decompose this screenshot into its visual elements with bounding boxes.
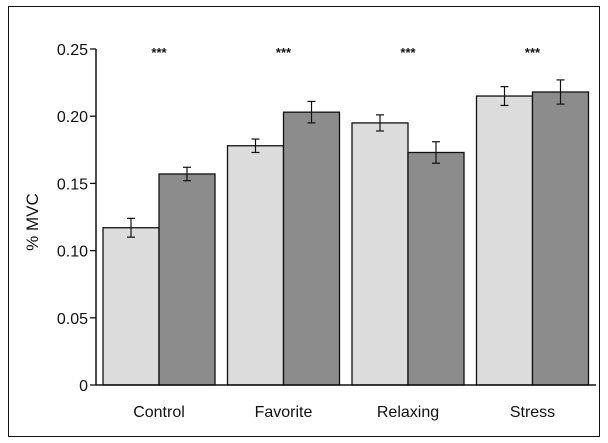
y-axis: 0 0.05 0.10 0.15 0.20 0.25 bbox=[57, 42, 97, 395]
significance-marker: *** bbox=[151, 45, 167, 60]
x-tick-label: Control bbox=[133, 404, 185, 421]
significance-annotations: *** *** *** *** bbox=[151, 45, 541, 60]
y-tick-label: 0.10 bbox=[57, 244, 88, 261]
bars bbox=[102, 91, 590, 386]
significance-marker: *** bbox=[400, 45, 416, 60]
y-tick-label: 0.15 bbox=[57, 176, 88, 193]
x-tick-label: Stress bbox=[510, 404, 555, 421]
x-tick-label: Favorite bbox=[255, 404, 313, 421]
bar bbox=[475, 95, 534, 386]
y-axis-title: % MVC bbox=[23, 193, 42, 251]
significance-marker: *** bbox=[276, 45, 292, 60]
y-tick-label: 0.25 bbox=[57, 42, 88, 59]
bar bbox=[407, 151, 465, 386]
x-tick-label: Relaxing bbox=[377, 404, 439, 421]
error-bars bbox=[127, 79, 565, 238]
y-tick-label: 0 bbox=[79, 378, 88, 395]
significance-marker: *** bbox=[525, 45, 541, 60]
bar bbox=[226, 145, 285, 386]
bar bbox=[351, 122, 409, 386]
bar bbox=[531, 91, 590, 386]
y-tick-label: 0.20 bbox=[57, 109, 88, 126]
x-axis-labels: Control Favorite Relaxing Stress bbox=[133, 404, 555, 421]
y-tick-label: 0.05 bbox=[57, 311, 88, 328]
bar bbox=[282, 111, 341, 386]
bar bbox=[102, 227, 160, 386]
bar bbox=[158, 173, 216, 386]
